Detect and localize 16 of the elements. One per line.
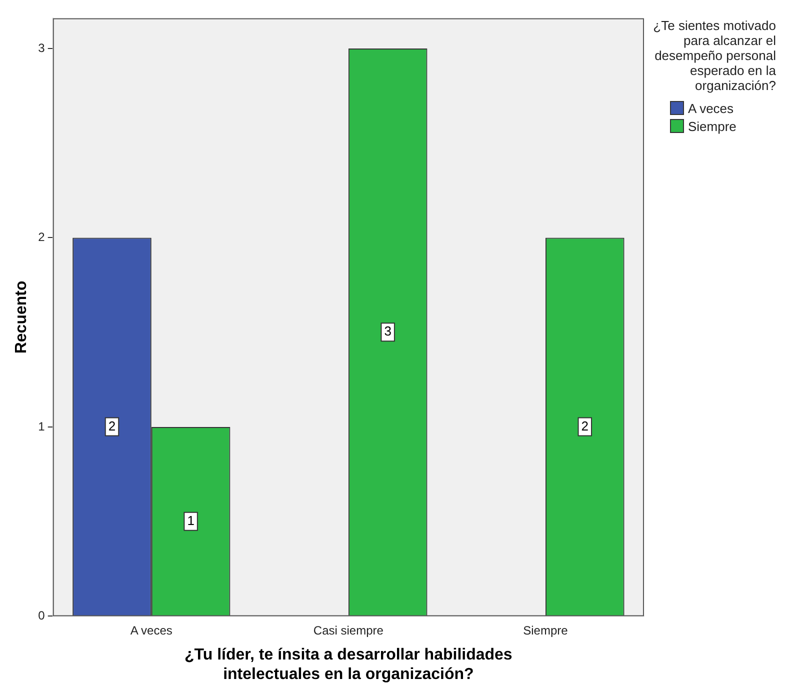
x-tick-label: A veces xyxy=(130,624,172,638)
y-axis-title: Recuento xyxy=(13,280,30,354)
y-tick-label: 0 xyxy=(38,608,46,623)
data-label: 2 xyxy=(108,418,116,434)
y-tick-label: 3 xyxy=(38,40,46,55)
x-tick-label: Casi siempre xyxy=(313,624,384,638)
x-tick-label: Siempre xyxy=(523,624,568,638)
y-tick-label: 2 xyxy=(38,230,46,244)
y-tick-label: 1 xyxy=(38,419,46,434)
legend-title: ¿Te sientes motivado para alcanzar el desempeño personal esperado en la organización? xyxy=(652,18,776,93)
x-axis-title: ¿Tu líder, te ínsita a desarrollar habilidades intelectuales en la organización? xyxy=(184,646,512,683)
legend-label: A veces xyxy=(688,100,734,116)
data-label: 2 xyxy=(581,418,589,434)
data-label: 1 xyxy=(187,512,194,528)
data-label: 3 xyxy=(384,324,392,339)
legend-label: Siempre xyxy=(688,118,736,134)
